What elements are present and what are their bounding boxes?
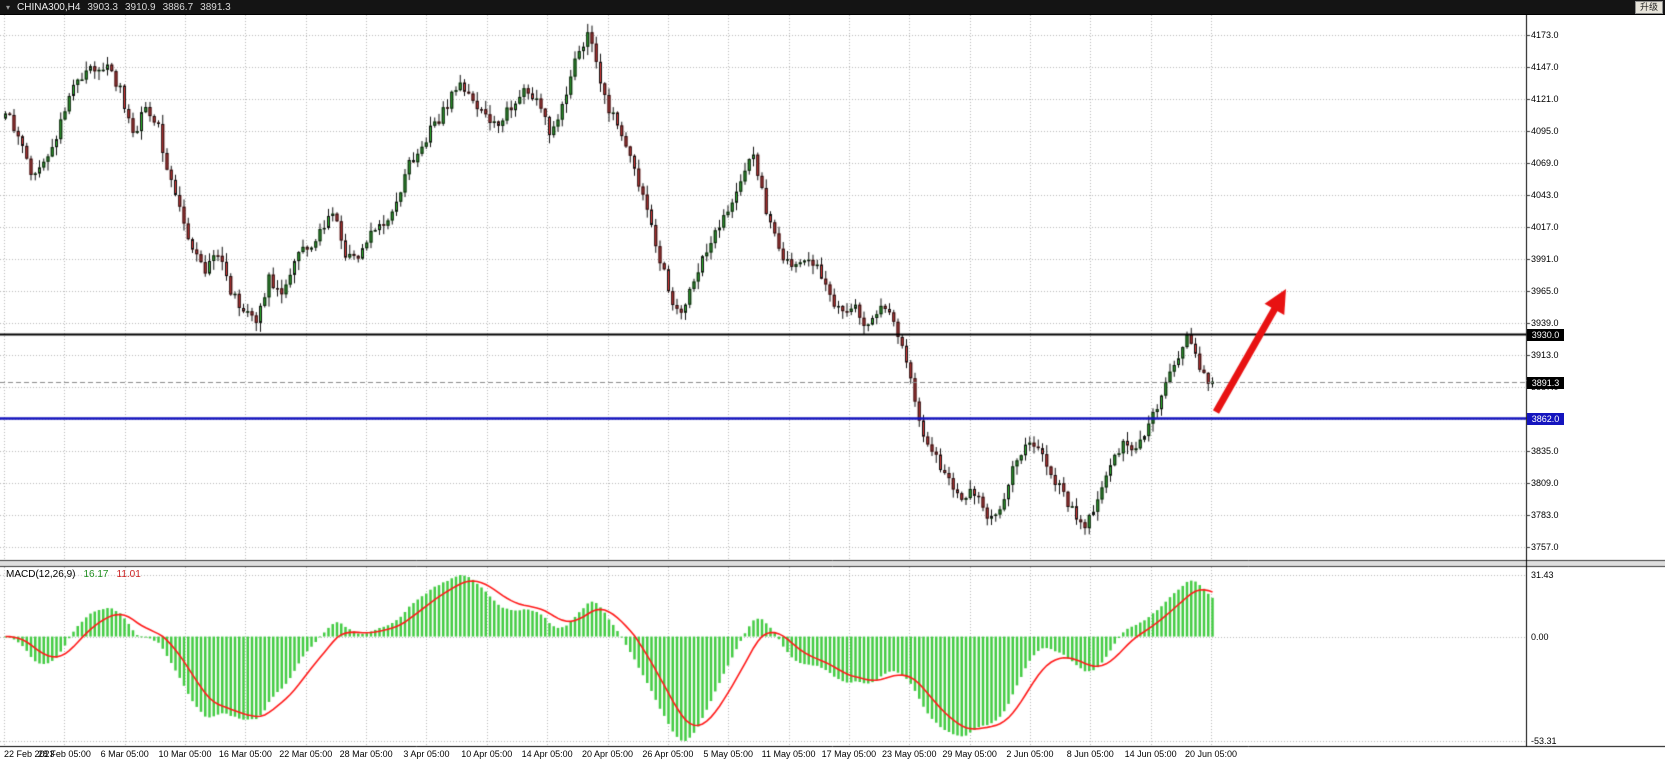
macd-axis-label: 31.43 (1531, 570, 1554, 580)
time-axis-label: 20 Apr 05:00 (581, 749, 634, 759)
time-axis-label: 22 Mar 05:00 (279, 749, 333, 759)
price-axis-label: 4043.0 (1531, 190, 1559, 200)
time-axis-label: 16 Mar 05:00 (218, 749, 272, 759)
time-axis-label: 10 Apr 05:00 (461, 749, 513, 759)
time-axis-label: 5 May 05:00 (703, 749, 753, 759)
price-axis-label: 3835.0 (1531, 446, 1559, 456)
time-axis-label: 20 Jun 05:00 (1184, 749, 1238, 759)
price-axis-label: 4147.0 (1531, 62, 1559, 72)
price-axis-label: 3939.0 (1531, 318, 1559, 328)
price-axis-label: 4173.0 (1531, 30, 1559, 40)
price-axis-label: 3809.0 (1531, 478, 1559, 488)
chart-header-bar: ▾ CHINA300,H4 3903.3 3910.9 3886.7 3891.… (0, 0, 1665, 15)
quote-high: 3910.9 (124, 1, 156, 13)
time-axis-label: 10 Mar 05:00 (158, 749, 212, 759)
time-axis-label: 6 Mar 05:00 (100, 749, 149, 759)
time-axis-label: 14 Jun 05:00 (1124, 749, 1177, 759)
price-axis-label: 3757.0 (1531, 542, 1559, 552)
quote-low: 3886.7 (162, 1, 194, 13)
current-price-badge: 3891.3 (1527, 376, 1564, 389)
quote-open: 3903.3 (87, 1, 118, 13)
macd-axis-label: 0.00 (1531, 631, 1549, 642)
support-price-text: 3862.0 (1531, 413, 1560, 424)
macd-main-value: 16.17 (83, 569, 109, 580)
time-axis-label: 28 Feb 05:00 (37, 749, 91, 759)
price-axis-label: 3991.0 (1531, 254, 1559, 264)
price-axis-label: 4095.0 (1531, 126, 1559, 136)
price-axis-label: 3965.0 (1531, 286, 1559, 296)
time-axis-label: 28 Mar 05:00 (339, 749, 393, 759)
indicator-name: MACD(12,26,9) (6, 569, 76, 580)
time-axis[interactable]: 22 Feb 2023 28 Feb 05:00 6 Mar 05:00 10 Mar… (0, 747, 1665, 765)
macd-signal-value: 11.01 (116, 569, 141, 580)
time-axis-label: 22 Feb 2023 (4, 749, 55, 759)
time-axis-label: 26 Apr 05:00 (642, 749, 694, 759)
time-axis-label: 2 Jun 05:00 (1006, 749, 1054, 759)
symbol-timeframe: CHINA300,H4 (17, 1, 81, 13)
upgrade-button[interactable]: 升级 (1634, 1, 1663, 14)
time-axis-label: 17 May 05:00 (821, 749, 877, 759)
price-axis-label: 3783.0 (1531, 510, 1559, 520)
price-axis-label: 3913.0 (1531, 350, 1559, 360)
resistance-price-badge: 3930.0 (1527, 328, 1564, 341)
symbol-dropdown-icon[interactable]: ▾ (6, 2, 11, 12)
time-axis-label: 8 Jun 05:00 (1066, 749, 1114, 759)
time-axis-label: 3 Apr 05:00 (403, 749, 450, 759)
time-axis-label: 29 May 05:00 (942, 749, 997, 759)
time-axis-label: 14 Apr 05:00 (521, 749, 573, 759)
resistance-price-text: 3930.0 (1531, 329, 1560, 340)
quote-close: 3891.3 (200, 1, 231, 13)
indicator-label: MACD(12,26,9) 16.17 11.01 (6, 569, 141, 580)
support-price-badge: 3862.0 (1527, 412, 1564, 425)
time-axis-label: 11 May 05:00 (761, 749, 816, 759)
price-axis-label: 4017.0 (1531, 222, 1559, 232)
macd-axis-label: -53.31 (1531, 736, 1557, 746)
time-axis-label: 23 May 05:00 (881, 749, 937, 759)
price-axis-label: 4069.0 (1531, 158, 1559, 168)
price-axis-label: 4121.0 (1531, 94, 1559, 104)
current-price-text: 3891.3 (1531, 377, 1560, 388)
